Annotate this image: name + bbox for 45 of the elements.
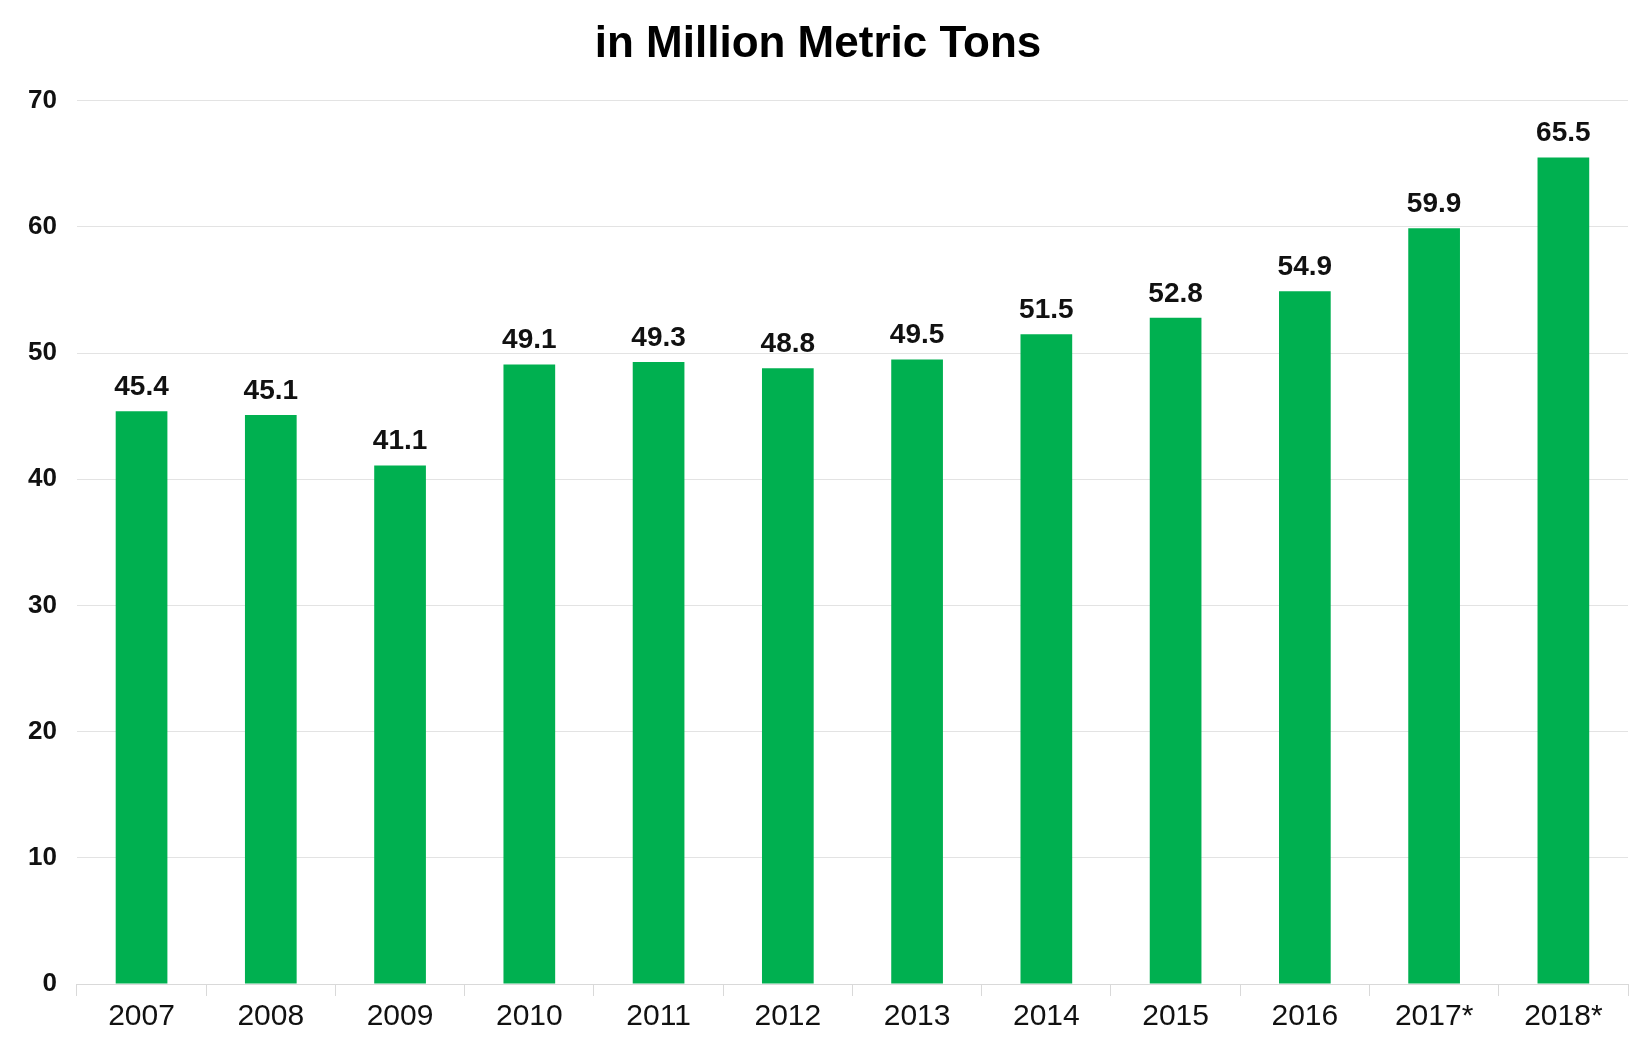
data-label: 49.1	[502, 323, 557, 355]
y-tick-label: 0	[42, 967, 57, 998]
x-tick-label: 2011	[626, 998, 691, 1032]
bar	[1537, 157, 1590, 984]
bar	[1020, 334, 1073, 984]
data-label: 49.3	[631, 320, 686, 352]
bar	[503, 364, 556, 984]
data-label: 59.9	[1406, 186, 1462, 218]
x-tick-label: 2018*	[1524, 998, 1603, 1032]
data-label: 45.1	[243, 373, 299, 405]
data-label: 65.5	[1536, 116, 1591, 148]
bar	[1408, 228, 1460, 984]
x-tick-label: 2007	[108, 998, 175, 1032]
y-tick-label: 20	[28, 714, 57, 745]
x-tick-label: 2008	[237, 998, 305, 1032]
bar	[632, 361, 685, 984]
x-tick-label: 2009	[366, 998, 434, 1032]
data-label: 49.5	[889, 318, 945, 350]
bar	[761, 368, 814, 984]
data-label: 54.9	[1277, 250, 1333, 282]
x-tick-label: 2012	[754, 998, 822, 1032]
data-label: 48.8	[760, 327, 816, 358]
y-tick-label: 70	[28, 83, 57, 114]
y-tick-label: 60	[28, 210, 57, 241]
data-label: 41.1	[372, 424, 428, 456]
x-tick-label: 2010	[495, 998, 563, 1032]
chart-title: in Million Metric Tons	[594, 16, 1042, 66]
bar	[244, 414, 297, 984]
bar	[1149, 317, 1202, 984]
x-tick-label: 2015	[1142, 998, 1209, 1032]
x-tick-label: 2013	[883, 998, 951, 1032]
data-label: 51.5	[1019, 292, 1074, 324]
y-tick-label: 40	[28, 462, 57, 493]
bar	[374, 465, 426, 984]
bar	[1279, 291, 1331, 984]
y-tick-label: 10	[28, 841, 57, 871]
bar	[115, 411, 168, 984]
data-label: 52.8	[1148, 276, 1203, 308]
data-label: 45.4	[114, 369, 170, 401]
x-tick-label: 2016	[1271, 998, 1339, 1032]
x-tick-label: 2014	[1012, 998, 1080, 1032]
y-tick-label: 50	[28, 336, 57, 367]
y-tick-label: 30	[28, 588, 57, 619]
x-tick-label: 2017*	[1394, 998, 1474, 1032]
bar	[891, 359, 943, 984]
